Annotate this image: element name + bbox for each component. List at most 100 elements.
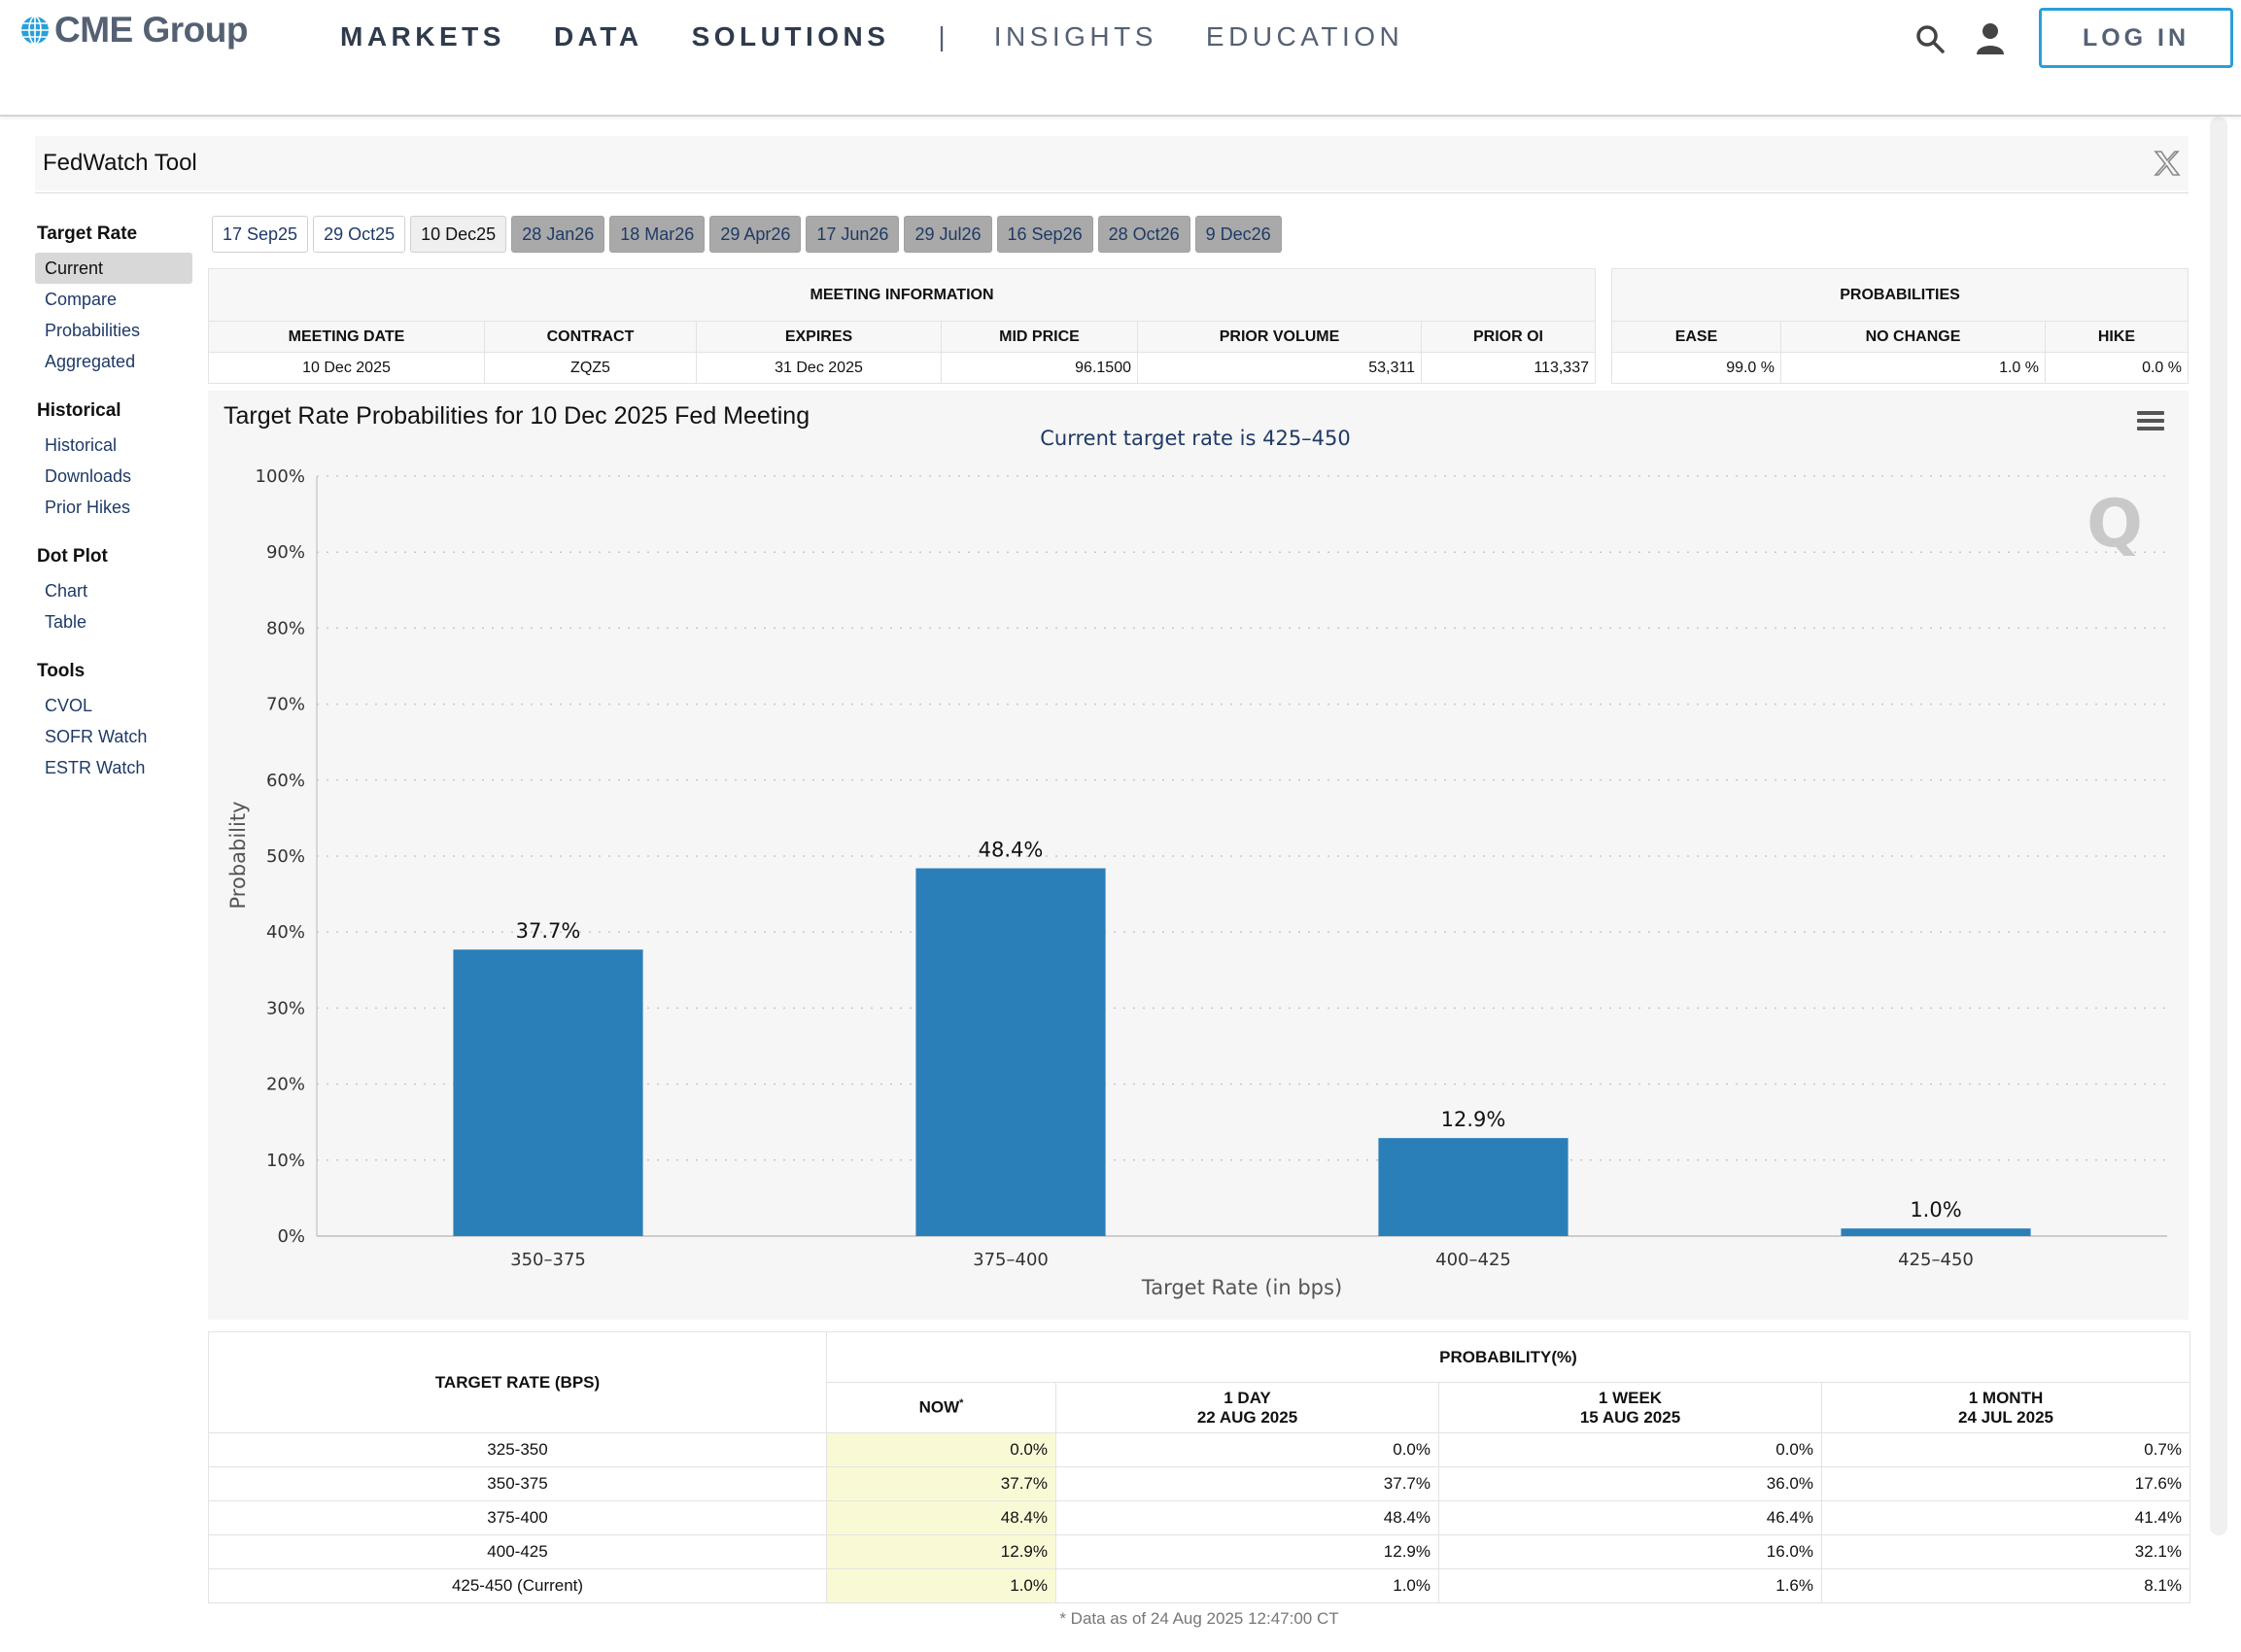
value-cell: 0.0% — [1055, 1432, 1439, 1467]
bar — [915, 868, 1106, 1236]
sidebar-item-chart[interactable]: Chart — [45, 581, 88, 601]
x-tick-label: 350–375 — [510, 1250, 586, 1270]
page-scrollbar[interactable] — [2210, 117, 2227, 1535]
tab-29-oct25[interactable]: 29 Oct25 — [313, 216, 406, 253]
nav-education[interactable]: EDUCATION — [1205, 21, 1404, 52]
tab-28-jan26[interactable]: 28 Jan26 — [511, 216, 605, 253]
chart-menu-icon[interactable] — [2137, 410, 2164, 431]
value-cell: 41.4% — [1821, 1500, 2190, 1535]
rate-cell: 350-375 — [208, 1466, 827, 1501]
tab-9-dec26[interactable]: 9 Dec26 — [1194, 216, 1282, 253]
sidebar-item-cvol[interactable]: CVOL — [45, 696, 93, 715]
sidebar-item-historical[interactable]: Historical — [45, 435, 118, 455]
value-cell: 17.6% — [1821, 1466, 2190, 1501]
sidebar-group-historical: Historical Historical Downloads Prior Hi… — [35, 398, 192, 523]
sidebar-heading: Tools — [37, 661, 86, 681]
y-tick-label: 40% — [266, 922, 305, 943]
sidebar-item-compare[interactable]: Compare — [45, 290, 118, 309]
table-row: 99.0 % 1.0 % 0.0 % — [1611, 352, 2189, 384]
y-tick-label: 80% — [266, 618, 305, 638]
rate-cell: 325-350 — [208, 1432, 827, 1467]
tab-29-apr26[interactable]: 29 Apr26 — [709, 216, 802, 253]
col-header: MID PRICE — [941, 321, 1138, 353]
user-icon[interactable] — [1975, 21, 2006, 54]
table-row: 325-350 0.0% 0.0% 0.0% 0.7% — [208, 1432, 2190, 1467]
sidebar-item-downloads[interactable]: Downloads — [45, 466, 132, 486]
value-cell: 48.4% — [1055, 1500, 1439, 1535]
rate-header: TARGET RATE (BPS) — [208, 1331, 827, 1433]
col-label: 1 WEEK — [1598, 1388, 1663, 1407]
now-cell: 37.7% — [826, 1466, 1056, 1501]
mid-price: 96.1500 — [941, 352, 1138, 384]
tab-18-mar26[interactable]: 18 Mar26 — [609, 216, 706, 253]
nav-data[interactable]: DATA — [553, 21, 643, 52]
tab-10-dec25[interactable]: 10 Dec25 — [410, 216, 507, 253]
y-tick-label: 20% — [266, 1075, 305, 1095]
col-header: HIKE — [2045, 321, 2189, 353]
value-cell: 8.1% — [1821, 1568, 2190, 1603]
main-nav: MARKETS DATA SOLUTIONS | INSIGHTS EDUCAT… — [340, 21, 1452, 52]
sidebar-heading: Dot Plot — [37, 546, 108, 567]
site-header: CME Group MARKETS DATA SOLUTIONS | INSIG… — [0, 0, 2241, 117]
quikstrike-watermark-icon: Q — [2086, 486, 2143, 563]
meeting-date: 10 Dec 2025 — [208, 352, 485, 384]
rate-cell: 400-425 — [208, 1534, 827, 1569]
sidebar-item-table[interactable]: Table — [45, 612, 87, 632]
value-cell: 0.7% — [1821, 1432, 2190, 1467]
value-cell: 1.6% — [1438, 1568, 1822, 1603]
sidebar-item-sofr-watch[interactable]: SOFR Watch — [45, 727, 148, 746]
y-tick-label: 90% — [266, 542, 305, 563]
rate-cell: 425-450 (Current) — [208, 1568, 827, 1603]
x-tick-label: 425–450 — [1898, 1250, 1974, 1270]
col-1-day: 1 DAY 22 AUG 2025 — [1055, 1382, 1439, 1433]
tab-17-sep25[interactable]: 17 Sep25 — [212, 216, 309, 253]
tab-17-jun26[interactable]: 17 Jun26 — [806, 216, 900, 253]
y-tick-label: 70% — [266, 695, 305, 715]
probability-bar-chart: 0% 10% 20% 30% 40% 50% 60% 70% 80% 90% 100% 37.7% 35… — [226, 427, 2167, 1299]
col-label: 1 MONTH — [1968, 1388, 2044, 1407]
now-cell: 48.4% — [826, 1500, 1056, 1535]
x-share-icon[interactable] — [2154, 150, 2181, 177]
data-label: 12.9% — [1441, 1108, 1506, 1131]
tab-16-sep26[interactable]: 16 Sep26 — [996, 216, 1093, 253]
value-cell: 12.9% — [1055, 1534, 1439, 1569]
sidebar-item-current[interactable]: Current — [35, 253, 192, 284]
sidebar-item-probabilities[interactable]: Probabilities — [45, 321, 141, 340]
sidebar-heading: Historical — [37, 400, 121, 421]
no-change-prob: 1.0 % — [1780, 352, 2046, 384]
col-date: 15 AUG 2025 — [1579, 1407, 1681, 1427]
probability-history-table-wrap: TARGET RATE (BPS) PROBABILITY(%) NOW* 1 … — [208, 1331, 2190, 1652]
nav-solutions[interactable]: SOLUTIONS — [691, 21, 890, 52]
now-cell: 12.9% — [826, 1534, 1056, 1569]
search-icon[interactable] — [1914, 23, 1946, 54]
col-header: EXPIRES — [696, 321, 942, 353]
hike-prob: 0.0 % — [2045, 352, 2189, 384]
y-tick-label: 0% — [277, 1226, 305, 1247]
meeting-info-title: MEETING INFORMATION — [208, 268, 1596, 322]
col-header: MEETING DATE — [208, 321, 485, 353]
sidebar-item-prior-hikes[interactable]: Prior Hikes — [45, 498, 131, 517]
meeting-info-table: MEETING INFORMATION MEETING DATE CONTRAC… — [208, 268, 1596, 384]
y-tick-label: 50% — [266, 846, 305, 867]
login-button[interactable]: LOG IN — [2039, 8, 2233, 68]
value-cell: 32.1% — [1821, 1534, 2190, 1569]
sidebar-item-aggregated[interactable]: Aggregated — [45, 352, 136, 371]
globe-icon — [21, 16, 49, 45]
tab-28-oct26[interactable]: 28 Oct26 — [1097, 216, 1190, 253]
tool-title: FedWatch Tool — [43, 150, 197, 176]
sidebar-item-estr-watch[interactable]: ESTR Watch — [45, 758, 146, 777]
x-axis-title: Target Rate (in bps) — [1141, 1276, 1342, 1299]
nav-insights[interactable]: INSIGHTS — [993, 21, 1157, 52]
rate-cell: 375-400 — [208, 1500, 827, 1535]
y-tick-label: 10% — [266, 1151, 305, 1171]
bar — [453, 949, 643, 1236]
now-cell: 0.0% — [826, 1432, 1056, 1467]
probabilities-summary-table: PROBABILITIES EASE NO CHANGE HIKE 99.0 %… — [1611, 268, 2189, 384]
cme-logo[interactable]: CME Group — [19, 10, 248, 51]
sidebar-group-target-rate: Target Rate Current Compare Probabilitie… — [35, 222, 192, 377]
probability-header: PROBABILITY(%) — [826, 1331, 2190, 1383]
tab-29-jul26[interactable]: 29 Jul26 — [904, 216, 992, 253]
y-axis-title: Probability — [226, 801, 250, 909]
table-row: 400-425 12.9% 12.9% 16.0% 32.1% — [208, 1534, 2190, 1569]
nav-markets[interactable]: MARKETS — [340, 21, 505, 52]
